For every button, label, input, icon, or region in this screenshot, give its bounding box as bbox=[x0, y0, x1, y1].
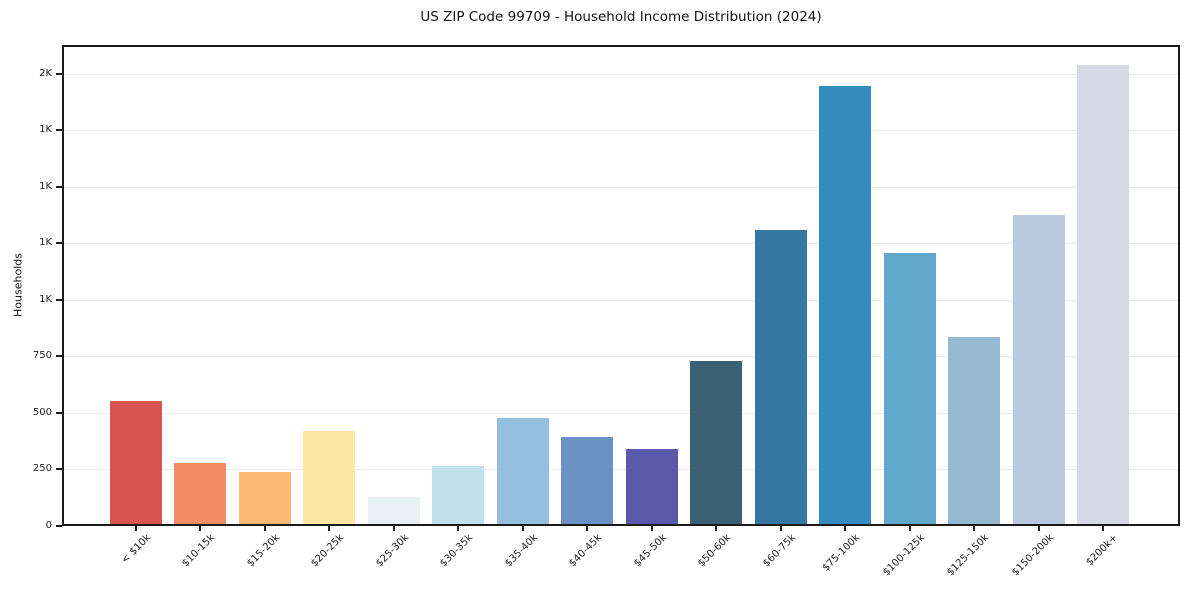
x-tick-mark bbox=[844, 526, 846, 531]
bar-60-75k bbox=[754, 230, 807, 524]
x-tick-mark bbox=[586, 526, 588, 531]
y-tick-label: 2K bbox=[39, 67, 52, 79]
y-tick-label: 1K bbox=[39, 180, 52, 192]
gridline bbox=[64, 243, 1178, 245]
y-tick-mark bbox=[56, 525, 62, 527]
y-tick-mark bbox=[56, 129, 62, 132]
y-tick-mark bbox=[56, 468, 62, 471]
y-tick-mark bbox=[56, 72, 62, 75]
y-axis-label: Households bbox=[11, 253, 25, 317]
bar-45-50k bbox=[625, 449, 678, 524]
y-tick-mark bbox=[56, 298, 62, 301]
gridline bbox=[64, 469, 1178, 471]
y-tick-label: 250 bbox=[32, 463, 52, 475]
x-tick-mark bbox=[973, 526, 975, 531]
y-tick-mark bbox=[56, 185, 62, 188]
gridline bbox=[64, 299, 1178, 301]
bar-30-35k bbox=[432, 466, 484, 524]
bar-75-100k bbox=[819, 86, 871, 524]
gridline bbox=[64, 130, 1178, 132]
bar-50-60k bbox=[690, 361, 742, 524]
plot-area bbox=[62, 45, 1180, 526]
x-tick-label: < $10k bbox=[119, 532, 153, 566]
x-tick-mark bbox=[134, 526, 137, 531]
x-tick-mark bbox=[908, 526, 911, 531]
bar-10k bbox=[109, 400, 162, 524]
gridline bbox=[64, 186, 1178, 188]
y-tick-label: 1K bbox=[39, 124, 52, 136]
gridline bbox=[64, 73, 1178, 75]
x-tick-mark bbox=[457, 526, 459, 531]
bar-10-15k bbox=[174, 462, 226, 524]
gridline bbox=[64, 356, 1178, 358]
x-tick-mark bbox=[1102, 526, 1104, 531]
y-tick-label: 0 bbox=[45, 520, 52, 531]
y-tick-mark bbox=[56, 242, 62, 245]
bar-150-200k bbox=[1012, 215, 1065, 524]
chart-title: US ZIP Code 99709 - Household Income Dis… bbox=[420, 9, 822, 25]
x-tick-mark bbox=[715, 526, 717, 531]
gridline bbox=[64, 412, 1178, 414]
bar-20-25k bbox=[303, 431, 355, 524]
bar-15-20k bbox=[238, 472, 291, 524]
y-tick-label: 500 bbox=[32, 406, 52, 418]
y-tick-label: 750 bbox=[32, 350, 52, 362]
x-tick-mark bbox=[263, 526, 266, 531]
bar-125-150k bbox=[948, 337, 1000, 524]
bar-35-40k bbox=[496, 417, 549, 524]
y-tick-mark bbox=[56, 411, 62, 414]
bar-200k bbox=[1077, 64, 1129, 524]
y-tick-label: 1K bbox=[39, 293, 52, 305]
x-tick-mark bbox=[1037, 526, 1040, 531]
x-tick-mark bbox=[392, 526, 395, 531]
x-tick-mark bbox=[650, 526, 653, 531]
x-tick-mark bbox=[779, 526, 782, 531]
x-tick-mark bbox=[328, 526, 330, 531]
x-tick-mark bbox=[521, 526, 524, 531]
bar-40-45k bbox=[561, 436, 613, 524]
bar-25-30k bbox=[367, 496, 420, 524]
y-tick-label: 1K bbox=[39, 237, 52, 249]
y-tick-mark bbox=[56, 355, 62, 358]
x-tick-mark bbox=[199, 526, 201, 531]
bar-100-125k bbox=[883, 252, 936, 524]
